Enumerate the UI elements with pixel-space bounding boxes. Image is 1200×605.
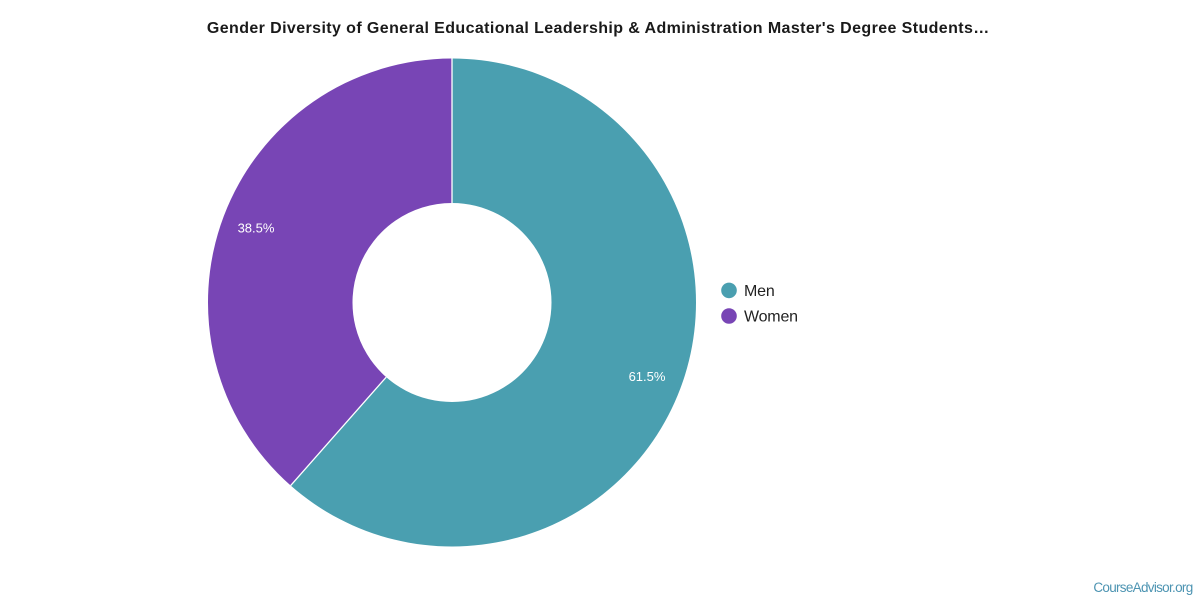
svg-text:38.5%: 38.5% [238,221,275,236]
svg-text:Gender Diversity of General Ed: Gender Diversity of General Educational … [207,20,990,37]
svg-text:Women: Women [744,308,798,325]
svg-text:CourseAdvisor.org: CourseAdvisor.org [1093,580,1192,595]
svg-text:Men: Men [744,283,775,300]
svg-text:61.5%: 61.5% [629,369,666,384]
